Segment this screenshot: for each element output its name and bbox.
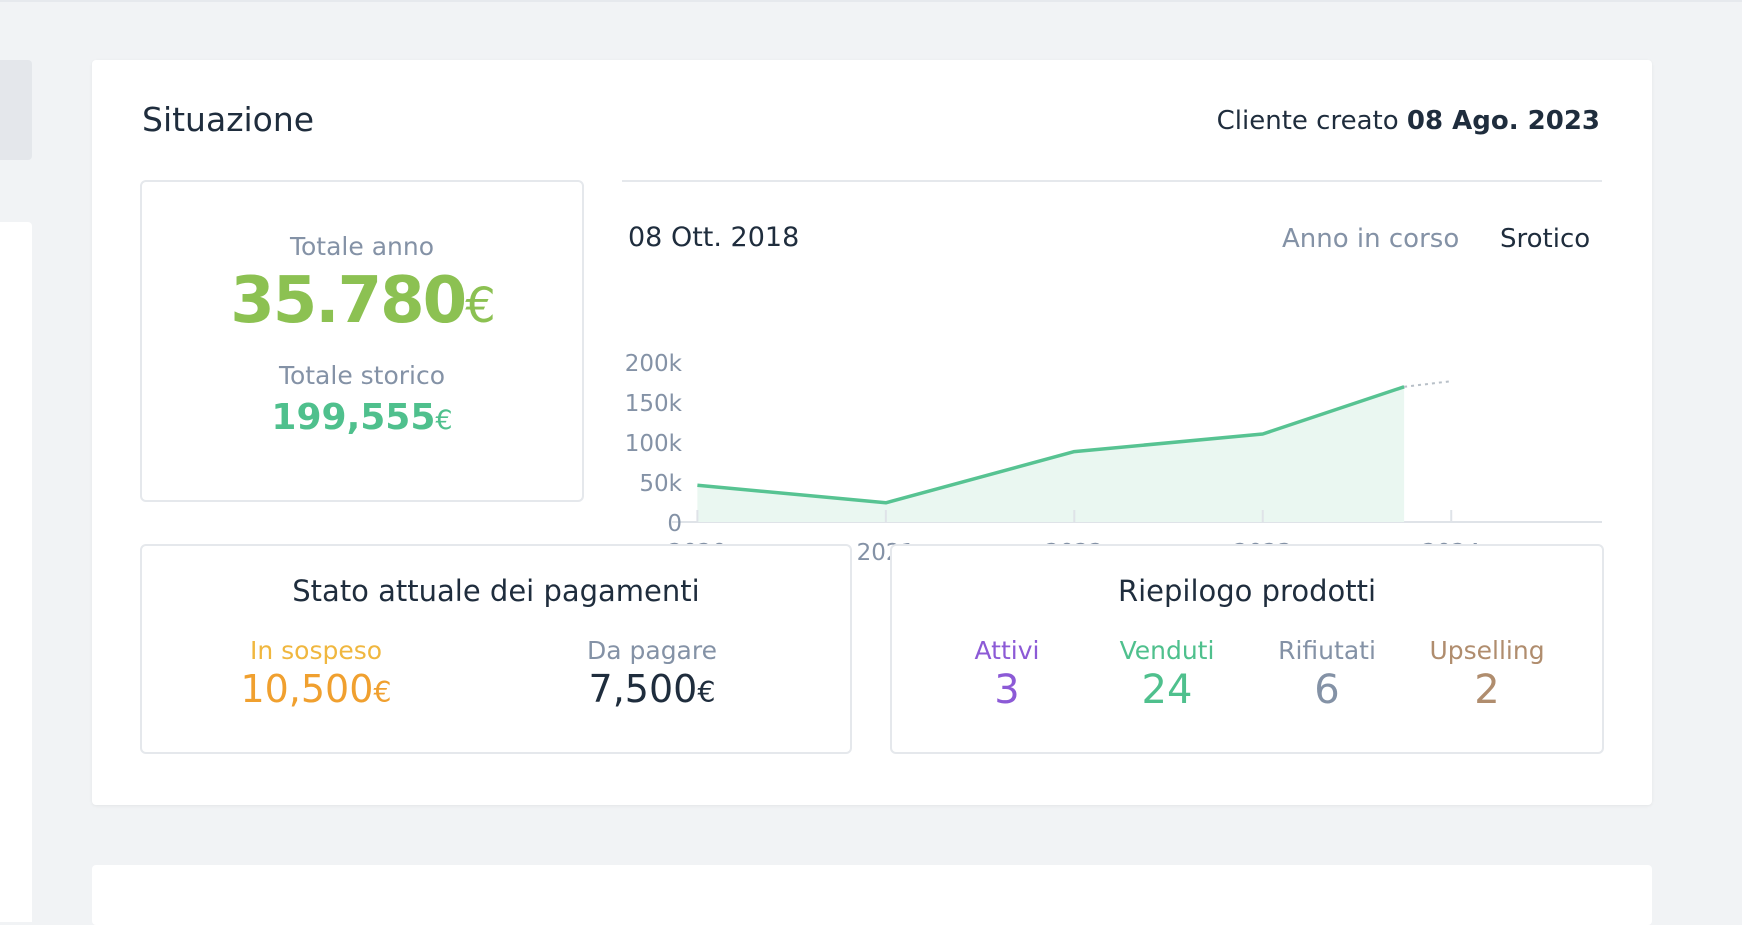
year-total-value: 35.780€ <box>142 269 582 333</box>
history-total-amount: 199,555 <box>271 397 436 438</box>
y-tick-label: 150k <box>625 391 683 417</box>
tab-history[interactable]: Srotico <box>1500 224 1591 254</box>
due-currency: € <box>697 676 716 709</box>
chart-panel: 08 Ott. 2018 Anno in corso Srotico 200k 1… <box>622 180 1607 566</box>
product-stat-label: Rifiutati <box>1278 636 1376 665</box>
top-divider <box>0 0 1742 2</box>
product-stat-active: Attivi 3 <box>952 636 1062 715</box>
client-created-label: Cliente creato <box>1216 106 1407 136</box>
pending-amount: 10,500 <box>240 667 374 711</box>
product-stat-upselling: Upselling 2 <box>1412 636 1562 715</box>
pending-label: In sospeso <box>249 636 383 665</box>
y-tick-label: 200k <box>625 351 683 377</box>
sidebar-tab[interactable] <box>0 60 32 160</box>
area-fill <box>697 386 1405 522</box>
y-tick-label: 50k <box>639 471 682 497</box>
pending-currency: € <box>373 676 392 709</box>
product-stat-value: 2 <box>1474 667 1500 713</box>
year-total-currency: € <box>465 278 496 334</box>
due-value: 7,500€ <box>562 665 742 714</box>
tab-current-year[interactable]: Anno in corso <box>1282 224 1460 254</box>
series-line <box>697 385 1405 505</box>
payments-box: Stato attuale dei pagamenti In sospeso 1… <box>140 544 852 754</box>
history-total-value: 199,555€ <box>142 400 582 436</box>
section-title: Situazione <box>142 100 315 139</box>
product-stat-value: 24 <box>1141 667 1193 713</box>
due-label: Da pagare <box>586 636 717 665</box>
chart-start-date: 08 Ott. 2018 <box>628 222 800 253</box>
history-total-label: Totale storico <box>278 361 446 390</box>
products-box: Riepilogo prodotti Attivi 3 Venduti 24 R… <box>890 544 1604 754</box>
history-total-currency: € <box>435 405 453 436</box>
client-created-date: 08 Ago. 2023 <box>1406 106 1600 136</box>
payments-due: Da pagare 7,500€ <box>562 636 742 714</box>
secondary-card <box>92 865 1652 925</box>
product-stat-value: 3 <box>994 667 1020 713</box>
payments-pending: In sospeso 10,500€ <box>226 636 406 714</box>
year-total-amount: 35.780 <box>230 264 467 338</box>
product-stat-label: Venduti <box>1119 636 1215 665</box>
product-stat-rejected: Rifiutati 6 <box>1262 636 1392 715</box>
revenue-chart: 200k150k100k50k020202021202220232024 <box>625 351 1602 566</box>
year-total-label: Totale anno <box>289 232 435 261</box>
pending-value: 10,500€ <box>226 665 406 714</box>
situation-card: Situazione Cliente creato 08 Ago. 2023 T… <box>92 60 1652 805</box>
product-stat-label: Upselling <box>1429 636 1545 665</box>
chart-top-divider <box>622 180 1602 182</box>
product-stat-value: 6 <box>1314 667 1340 713</box>
projection-line <box>1403 380 1452 388</box>
products-title: Riepilogo prodotti <box>1117 574 1377 608</box>
product-stat-sold: Venduti 24 <box>1102 636 1232 715</box>
totals-box: Totale anno 35.780€ Totale storico 199,5… <box>140 180 584 502</box>
due-amount: 7,500 <box>588 667 698 711</box>
y-tick-label: 0 <box>667 511 682 537</box>
payments-title: Stato attuale dei pagamenti <box>292 574 700 608</box>
y-tick-label: 100k <box>625 431 683 457</box>
sidebar-panel <box>0 222 32 922</box>
client-created-info: Cliente creato 08 Ago. 2023 <box>1217 106 1600 136</box>
product-stat-label: Attivi <box>974 636 1040 665</box>
